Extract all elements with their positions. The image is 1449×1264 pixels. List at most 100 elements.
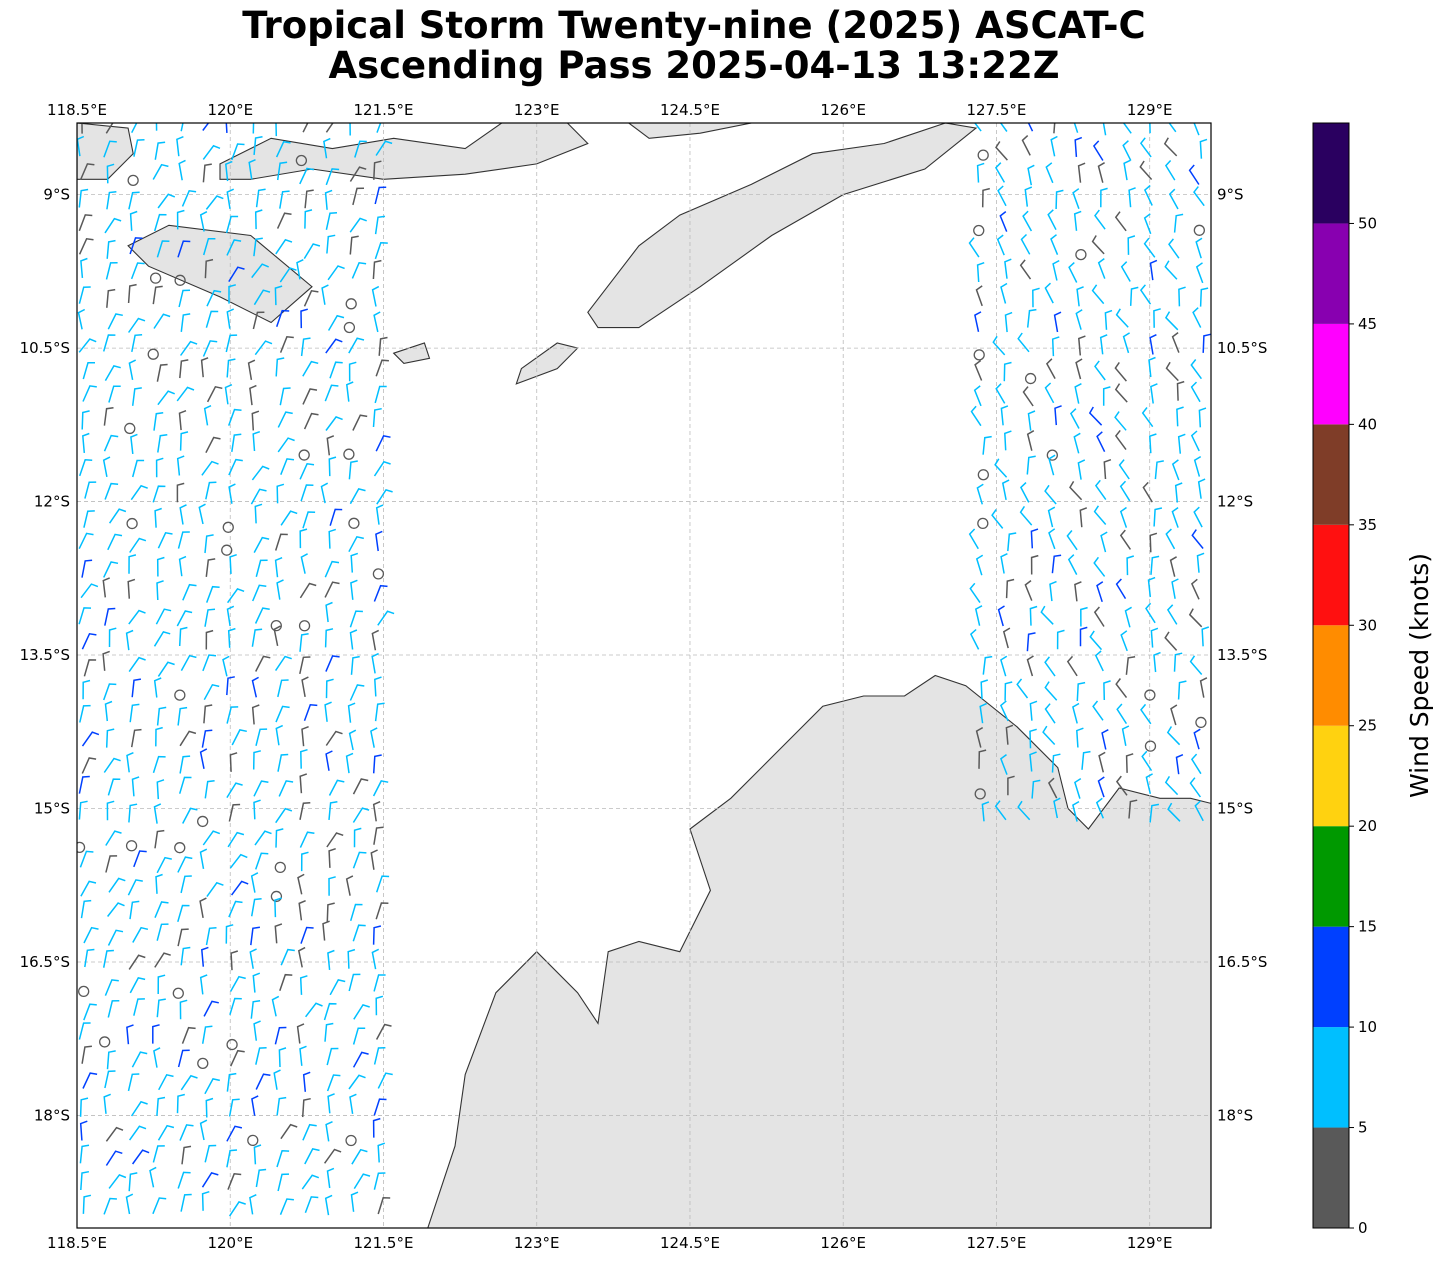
- wind-barb: [1048, 528, 1056, 550]
- wind-barb: [1093, 505, 1107, 525]
- lat-tick-label-right: 12°S: [1217, 493, 1253, 511]
- wind-barb: [127, 283, 137, 304]
- lat-tick-label-right: 16.5°S: [1217, 953, 1267, 971]
- wind-barb: [1072, 188, 1080, 209]
- colorbar-tick-label: 10: [1358, 1018, 1377, 1036]
- wind-barb: [1119, 529, 1132, 550]
- wind-barb: [227, 831, 245, 848]
- wind-barb: [125, 1193, 134, 1215]
- calm-wind-marker: [222, 521, 234, 533]
- wind-barb: [352, 1051, 369, 1068]
- wind-barb: [1177, 680, 1187, 700]
- wind-barb: [352, 187, 365, 206]
- wind-barb: [180, 313, 191, 332]
- wind-barb: [1074, 383, 1082, 404]
- wind-barb: [324, 701, 332, 722]
- calm-wind-marker: [174, 689, 186, 701]
- wind-barb: [373, 1172, 386, 1190]
- wind-barb: [250, 488, 267, 505]
- wind-barb: [180, 1074, 198, 1091]
- wind-barb: [373, 1046, 386, 1065]
- wind-barb: [1149, 123, 1151, 134]
- lon-tick-label-top: 123°E: [514, 101, 560, 119]
- wind-barb: [253, 136, 263, 155]
- wind-barb: [375, 504, 384, 525]
- wind-barb: [203, 1000, 219, 1017]
- wind-barb: [250, 872, 259, 893]
- wind-barb: [1165, 361, 1179, 382]
- wind-barb: [156, 556, 165, 577]
- lon-tick-label-top: 126°E: [820, 101, 866, 119]
- wind-barb: [1093, 556, 1106, 577]
- wind-barb: [1069, 408, 1080, 429]
- wind-barb: [1031, 779, 1041, 799]
- wind-barb: [324, 189, 333, 210]
- wind-barb: [325, 338, 343, 354]
- wind-barb: [77, 308, 86, 330]
- wind-barb: [255, 188, 266, 208]
- wind-barb: [226, 358, 236, 378]
- calm-wind-marker: [343, 448, 355, 460]
- wind-barb: [1007, 532, 1017, 552]
- wind-barb: [157, 193, 176, 209]
- wind-barb: [129, 977, 146, 994]
- wind-barb: [326, 234, 336, 254]
- wind-barb: [1040, 605, 1054, 625]
- wind-barb: [299, 1045, 307, 1066]
- wind-barb: [1042, 725, 1056, 746]
- wind-barb: [1022, 386, 1034, 407]
- wind-barb: [1197, 478, 1206, 499]
- wind-barb: [177, 928, 189, 947]
- wind-barb: [224, 384, 233, 405]
- wind-barb: [997, 185, 1007, 207]
- wind-barb: [80, 899, 92, 919]
- lat-tick-label-left: 16.5°S: [20, 953, 70, 971]
- wind-barb: [1027, 410, 1036, 431]
- wind-barb: [349, 1093, 357, 1115]
- wind-barb: [1171, 578, 1179, 599]
- wind-barb: [323, 1002, 337, 1021]
- wind-barb: [375, 140, 393, 156]
- wind-barb: [300, 851, 309, 872]
- wind-barb: [157, 1124, 175, 1141]
- wind-barb: [377, 610, 395, 626]
- calm-wind-marker: [174, 274, 186, 286]
- wind-barb: [102, 334, 116, 352]
- calm-wind-marker: [247, 1134, 259, 1147]
- wind-barb: [153, 213, 167, 232]
- wind-barb: [305, 1002, 323, 1018]
- wind-barb: [179, 755, 191, 774]
- wind-barb: [300, 553, 308, 574]
- map-frame: [76, 122, 1212, 1229]
- wind-barb: [83, 1003, 97, 1021]
- wind-barb: [1115, 308, 1129, 328]
- wind-barb: [1169, 556, 1177, 577]
- wind-barb: [226, 588, 245, 604]
- wind-barb: [203, 683, 220, 701]
- lon-tick-label-bottom: 123°E: [514, 1234, 560, 1252]
- wind-barb: [1052, 259, 1060, 281]
- wind-barb: [1067, 554, 1078, 575]
- wind-barb: [279, 1198, 294, 1215]
- wind-barb: [302, 388, 318, 405]
- wind-barb: [373, 311, 381, 333]
- calm-wind-marker: [1024, 372, 1037, 385]
- lon-tick-label-bottom: 121.5°E: [354, 1234, 414, 1252]
- wind-barb: [251, 1095, 259, 1116]
- wind-barb: [1092, 140, 1104, 161]
- colorbar-tick-label: 20: [1358, 817, 1377, 835]
- wind-barb: [133, 850, 147, 868]
- wind-barb: [349, 166, 367, 182]
- wind-barb: [152, 485, 166, 503]
- wind-barb: [1164, 776, 1179, 796]
- wind-barb: [324, 1194, 333, 1216]
- wind-barb: [1145, 773, 1153, 794]
- wind-barb: [299, 801, 311, 820]
- wind-barb: [179, 1124, 194, 1141]
- wind-barb: [1115, 578, 1127, 599]
- wind-barb: [225, 215, 239, 234]
- calm-wind-marker: [270, 890, 283, 903]
- wind-barb: [251, 704, 260, 725]
- wind-barb: [254, 503, 263, 524]
- wind-barb: [323, 137, 331, 159]
